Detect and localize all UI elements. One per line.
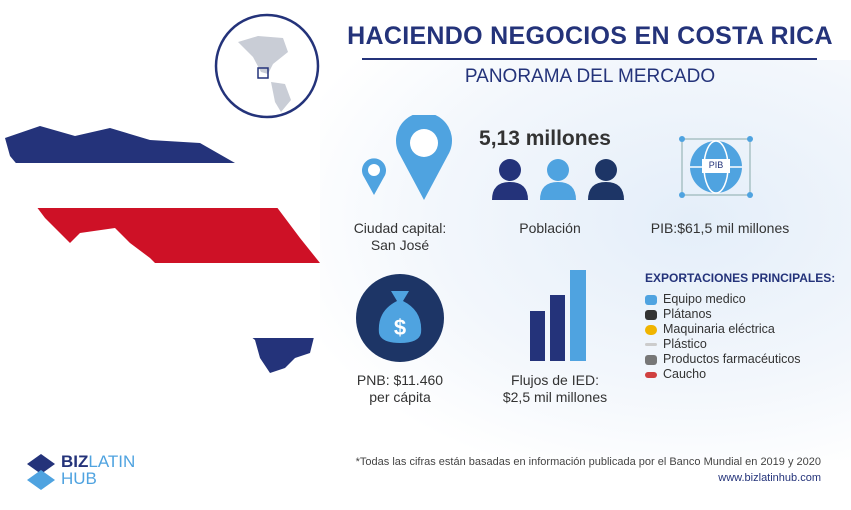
- export-item: Plátanos: [645, 307, 801, 322]
- gni-sub: per cápita: [369, 389, 431, 405]
- globe-locator-icon: [214, 13, 320, 119]
- money-bag-icon: $: [356, 274, 444, 362]
- export-item: Maquinaria eléctrica: [645, 322, 801, 337]
- map-pin-icon: [362, 115, 452, 200]
- capital-label: Ciudad capital: San José: [340, 220, 460, 254]
- svg-text:$: $: [394, 315, 406, 340]
- bar-chart-icon: [530, 270, 586, 361]
- capital-title: Ciudad capital:: [353, 220, 447, 236]
- page-subtitle: PANORAMA DEL MERCADO: [464, 66, 716, 87]
- page-title: HACIENDO NEGOCIOS EN COSTA RICA: [347, 22, 833, 50]
- costa-rica-flag-map: [5, 126, 320, 373]
- fdi-label: Flujos de IED: $2,5 mil millones: [490, 372, 620, 406]
- gni-label: PNB: $11.460 per cápita: [340, 372, 460, 406]
- title-divider: [362, 58, 817, 60]
- truck-icon: [645, 309, 657, 320]
- gni-value: PNB: $11.460: [356, 372, 444, 388]
- plastic-icon: [645, 343, 657, 346]
- logo-text: BIZLATIN HUB: [61, 452, 136, 488]
- website-link[interactable]: www.bizlatinhub.com: [718, 472, 821, 484]
- exports-list: Equipo medico Plátanos Maquinaria eléctr…: [645, 292, 801, 382]
- people-icon: [492, 159, 624, 200]
- export-item: Plástico: [645, 337, 801, 352]
- population-value: 5,13 millones: [479, 127, 611, 150]
- fdi-title: Flujos de IED:: [511, 372, 599, 388]
- gdp-label: PIB:$61,5 mil millones: [650, 220, 790, 236]
- population-label: Población: [519, 220, 581, 236]
- footer-note: *Todas las cifras están basadas en infor…: [355, 456, 821, 468]
- biz-latin-hub-logo: [27, 454, 55, 490]
- rubber-icon: [645, 371, 657, 378]
- export-item: Productos farmacéuticos: [645, 352, 801, 367]
- pills-icon: [645, 354, 657, 365]
- fdi-value: $2,5 mil millones: [502, 389, 608, 405]
- medical-icon: [645, 294, 657, 305]
- gear-icon: [645, 324, 657, 335]
- export-item: Equipo medico: [645, 292, 801, 307]
- globe-icon: [679, 136, 753, 198]
- capital-value: San José: [370, 237, 430, 253]
- gdp-badge: PIB: [708, 160, 724, 170]
- exports-title: EXPORTACIONES PRINCIPALES:: [645, 271, 836, 285]
- export-item: Caucho: [645, 367, 801, 382]
